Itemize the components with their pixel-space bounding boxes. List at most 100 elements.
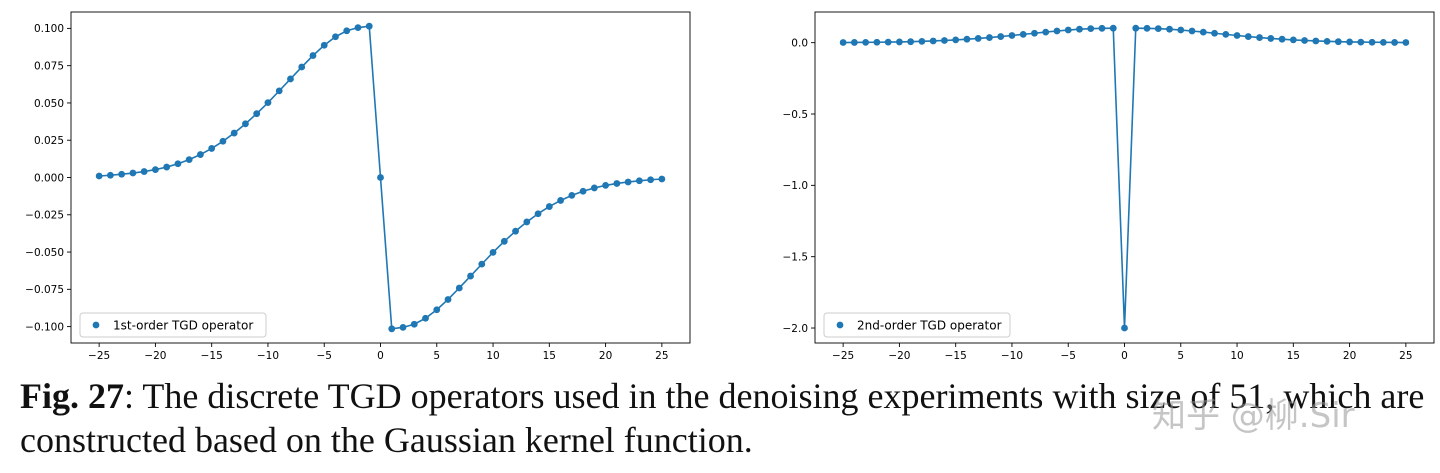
- data-point: [907, 38, 915, 46]
- y-tick-label: 0.000: [34, 172, 64, 184]
- data-point: [1087, 25, 1095, 33]
- x-tick-label: −10: [1001, 350, 1023, 362]
- data-point: [997, 33, 1005, 40]
- data-point: [467, 272, 474, 280]
- x-tick-label: −25: [88, 350, 110, 362]
- y-tick-label: 0.100: [34, 23, 64, 35]
- data-point: [500, 237, 508, 245]
- data-point: [152, 166, 159, 173]
- y-tick-label: −0.075: [25, 284, 64, 296]
- data-point: [1143, 24, 1151, 32]
- y-tick-label: −1.0: [783, 180, 809, 192]
- data-point: [230, 129, 238, 137]
- data-point: [410, 320, 418, 328]
- y-tick-label: 0.0: [791, 37, 808, 49]
- y-tick-label: −0.5: [783, 109, 809, 121]
- data-point: [1064, 26, 1072, 34]
- data-point: [1166, 25, 1173, 33]
- y-tick-label: −0.050: [25, 247, 64, 259]
- data-point: [896, 38, 903, 46]
- data-point: [974, 35, 982, 42]
- data-point: [219, 137, 227, 145]
- data-point: [1042, 28, 1050, 36]
- data-point: [839, 39, 847, 46]
- data-point: [545, 203, 553, 210]
- data-point: [275, 87, 283, 95]
- data-point: [941, 37, 948, 44]
- x-tick-label: −20: [144, 350, 166, 362]
- x-tick-label: 5: [1177, 350, 1184, 362]
- data-point: [433, 306, 441, 314]
- x-tick-label: −10: [257, 350, 279, 362]
- data-point: [1233, 32, 1241, 39]
- legend: 1st-order TGD operator: [79, 312, 267, 338]
- data-point: [1031, 29, 1038, 37]
- data-point: [918, 37, 926, 45]
- data-point: [106, 171, 114, 179]
- legend-box: [79, 312, 267, 338]
- x-tick-label: 5: [433, 350, 440, 362]
- data-point: [1019, 30, 1027, 38]
- figure-caption: Fig. 27: The discrete TGD operators used…: [20, 374, 1430, 462]
- data-point: [1244, 33, 1252, 40]
- data-point: [613, 180, 621, 187]
- data-point: [602, 182, 609, 189]
- data-point: [512, 227, 519, 235]
- data-point: [253, 110, 261, 118]
- data-point: [185, 156, 193, 164]
- data-point: [873, 38, 881, 46]
- data-point: [1188, 27, 1196, 35]
- data-point: [242, 120, 249, 128]
- data-point: [862, 38, 870, 46]
- data-point: [343, 27, 351, 35]
- legend-marker: [92, 321, 100, 329]
- y-tick-label: −0.025: [25, 210, 64, 222]
- data-point: [140, 168, 148, 175]
- x-tick-label: 10: [486, 350, 499, 362]
- data-point: [1267, 35, 1275, 42]
- data-point: [884, 38, 892, 46]
- x-tick-label: 25: [1399, 350, 1412, 362]
- legend: 2nd-order TGD operator: [823, 312, 1011, 338]
- data-point: [489, 248, 497, 256]
- chart-2: −25 −20 −15 −10 −5 0 5 10 15 20 25 0.0 −0.5 −1.0 −1.5 −…: [783, 11, 1435, 362]
- data-point: [163, 163, 171, 171]
- x-tick-label: −15: [201, 350, 223, 362]
- data-point: [1368, 38, 1376, 46]
- x-tick-label: 15: [1287, 350, 1300, 362]
- data-point: [388, 325, 396, 333]
- legend-label: 2nd-order TGD operator: [857, 319, 1002, 333]
- data-point: [174, 160, 182, 168]
- data-point: [963, 35, 971, 43]
- data-point: [129, 169, 137, 177]
- data-point: [590, 184, 598, 192]
- data-point: [332, 33, 339, 41]
- x-tick-label: −15: [945, 350, 967, 362]
- data-point: [850, 39, 858, 46]
- data-point: [658, 175, 666, 183]
- data-point: [557, 197, 564, 204]
- legend-label: 1st-order TGD operator: [113, 319, 253, 333]
- data-point: [1391, 39, 1399, 46]
- data-point: [197, 151, 204, 158]
- data-point: [534, 210, 542, 218]
- x-tick-label: −20: [888, 350, 910, 362]
- data-point: [635, 177, 643, 185]
- data-point: [1256, 34, 1263, 41]
- data-point: [523, 218, 531, 226]
- data-point: [929, 37, 937, 45]
- data-point: [298, 63, 306, 71]
- data-point: [287, 75, 294, 83]
- data-point: [1289, 36, 1297, 44]
- x-tick-label: −5: [1060, 350, 1075, 362]
- data-point: [647, 176, 655, 184]
- x-tick-label: 0: [377, 350, 384, 362]
- data-point: [1222, 30, 1230, 38]
- legend-marker: [836, 321, 844, 329]
- y-tick-label: −2.0: [783, 323, 809, 335]
- data-point: [1346, 38, 1353, 46]
- chart-1: −25 −20 −15 −10 −5 0 5 10 15 20 25 0.100 0.075 0.050 0…: [25, 11, 691, 362]
- y-tick-label: −1.5: [783, 251, 809, 263]
- data-point: [320, 41, 328, 49]
- data-point: [1177, 26, 1185, 34]
